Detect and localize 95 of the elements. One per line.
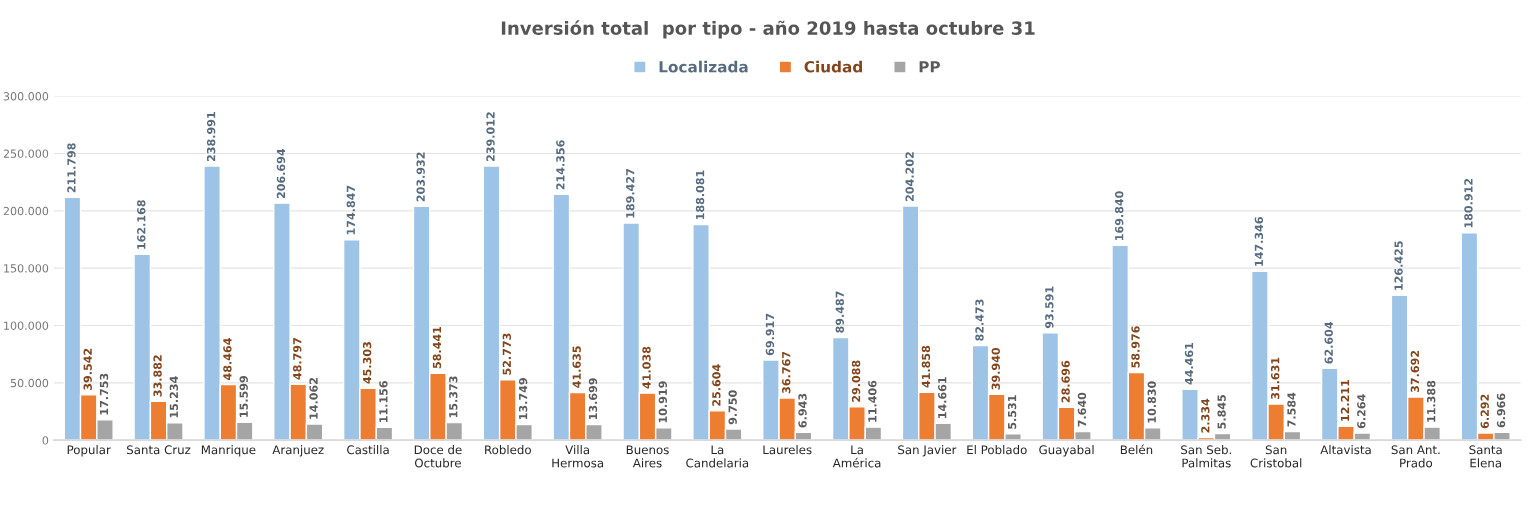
data-label: 52.773	[502, 333, 512, 375]
data-label: 13.699	[588, 378, 598, 420]
data-label: 162.168	[137, 200, 146, 249]
data-label: 41.038	[642, 346, 651, 389]
data-label: 12.211	[1340, 379, 1350, 421]
data-label: 10.919	[658, 381, 668, 423]
x-tick-label: Doce de Octubre	[414, 445, 462, 468]
x-tick-label: Laureles	[763, 445, 812, 455]
y-tick-label: 300.000	[3, 92, 49, 101]
data-label: 6.292	[1480, 394, 1489, 429]
data-label: 5.531	[1007, 395, 1017, 429]
legend-label: Localizada	[659, 60, 748, 73]
data-label: 10.830	[1147, 381, 1156, 423]
data-label: 14.062	[309, 378, 318, 419]
x-tick-label: Belén	[1120, 444, 1153, 455]
x-tick-label: El Poblado	[967, 445, 1027, 455]
data-label: 206.694	[276, 148, 286, 199]
x-tick-label: Altavista	[1320, 445, 1371, 455]
data-label: 147.346	[1254, 217, 1264, 266]
data-label: 36.767	[782, 351, 791, 394]
data-label: 126.425	[1394, 241, 1403, 290]
x-tick-label: La América	[832, 445, 881, 468]
data-label: 169.840	[1114, 191, 1124, 240]
data-label: 7.584	[1287, 392, 1296, 427]
chart-title: Inversión total por tipo - año 2019 hasta octubre 31	[501, 20, 1035, 39]
data-label: 6.943	[798, 393, 807, 428]
data-label: 9.750	[728, 390, 737, 425]
y-tick-label: 50.000	[10, 378, 49, 388]
x-tick-label: San Seb. Palmitas	[1181, 445, 1232, 468]
data-label: 17.753	[99, 373, 109, 415]
data-label: 48.797	[293, 338, 302, 380]
legend-label: PP	[919, 61, 941, 73]
data-label: 239.012	[486, 112, 495, 162]
data-label: 33.882	[153, 355, 162, 397]
data-label: 15.234	[169, 376, 179, 418]
y-tick-label: 100.000	[4, 321, 49, 330]
x-tick-label: Castilla	[347, 445, 389, 455]
data-label: 7.640	[1077, 392, 1087, 427]
data-label: 29.088	[851, 360, 861, 402]
data-label: 14.661	[938, 377, 947, 418]
y-tick-label: 200.000	[3, 206, 49, 216]
x-tick-label: Buenos Aires	[626, 445, 669, 468]
data-label: 28.696	[1061, 360, 1070, 403]
data-label: 41.635	[572, 346, 581, 388]
data-label: 41.858	[921, 345, 931, 388]
data-label: 25.604	[712, 364, 721, 406]
x-tick-label: Robledo	[485, 445, 531, 455]
data-label: 11.406	[868, 380, 877, 422]
x-tick-label: Guayabal	[1039, 445, 1094, 457]
x-tick-label: Manrique	[201, 445, 256, 457]
data-label: 13.749	[518, 378, 528, 420]
data-label: 15.599	[239, 376, 248, 417]
data-label: 11.156	[379, 380, 388, 422]
y-tick-label: 150.000	[4, 264, 49, 273]
data-label: 238.991	[206, 112, 216, 162]
x-tick-label: San Cristobal	[1250, 445, 1302, 468]
x-tick-label: San Javier	[898, 445, 957, 457]
data-label: 37.692	[1410, 350, 1420, 393]
x-tick-label: La Candelaria	[686, 445, 749, 468]
data-label: 214.356	[556, 140, 565, 190]
data-label: 93.591	[1045, 286, 1054, 329]
data-label: 89.487	[835, 291, 844, 333]
data-label: 39.940	[991, 347, 1000, 390]
y-tick-label: 250.000	[3, 149, 49, 158]
x-tick-label: Aranjuez	[272, 445, 324, 457]
data-label: 48.464	[223, 338, 232, 380]
data-label: 5.845	[1217, 394, 1226, 429]
data-label: 82.473	[975, 299, 984, 341]
data-label: 31.631	[1270, 357, 1280, 400]
data-label: 45.303	[362, 342, 372, 384]
data-label: 69.917	[765, 313, 775, 356]
x-tick-label: San Ant. Prado	[1391, 445, 1440, 468]
data-label: 180.912	[1464, 178, 1473, 228]
data-label: 58.441	[432, 326, 442, 369]
data-label: 44.461	[1184, 342, 1194, 385]
legend-label: Ciudad	[804, 60, 862, 73]
data-label: 11.388	[1426, 380, 1436, 422]
x-tick-label: Popular	[67, 445, 111, 457]
x-tick-label: Villa Hermosa	[552, 445, 604, 468]
y-tick-label: 0	[42, 436, 49, 445]
data-label: 2.334	[1201, 398, 1210, 433]
data-label: 188.081	[695, 170, 705, 220]
data-label: 62.604	[1324, 321, 1333, 364]
data-label: 6.264	[1357, 394, 1366, 429]
data-label: 58.976	[1131, 326, 1140, 368]
data-label: 203.932	[416, 152, 425, 202]
data-label: 174.847	[346, 185, 356, 235]
data-label: 204.202	[905, 152, 914, 201]
data-label: 189.427	[626, 169, 635, 218]
x-tick-label: Santa Cruz	[127, 445, 191, 455]
data-label: 6.966	[1496, 393, 1506, 428]
data-label: 15.373	[449, 376, 458, 418]
data-label: 39.542	[83, 348, 92, 390]
data-label: 211.798	[67, 143, 76, 193]
x-tick-label: Santa Elena	[1469, 445, 1502, 468]
